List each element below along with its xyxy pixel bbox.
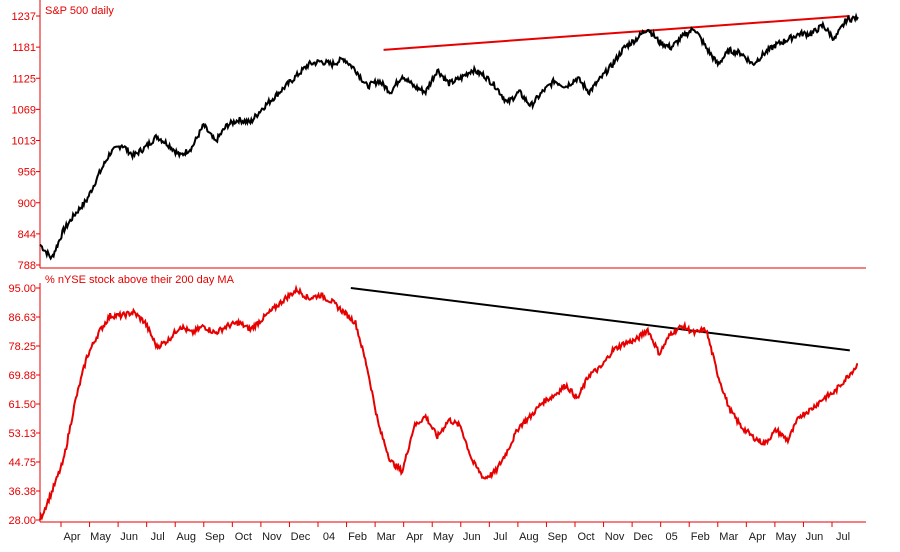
- x-tick-label: Jul: [836, 531, 850, 543]
- breadth-y-tick-label: 61.50: [8, 399, 36, 411]
- x-tick-label: Mar: [377, 531, 396, 543]
- x-tick-label: Oct: [235, 531, 252, 543]
- sp500-y-tick-label: 844: [18, 229, 36, 241]
- x-tick-label: Feb: [691, 531, 710, 543]
- sp500-y-tick-label: 1069: [12, 104, 36, 116]
- breadth-y-axis-ticks: 95.00 86.63 78.25 69.88 61.50 53.13 44.75 36.38…: [8, 283, 40, 527]
- breadth-y-tick-label: 53.13: [8, 428, 36, 440]
- sp500-series-line: [39, 12, 859, 261]
- sp500-y-tick-label: 956: [18, 167, 36, 179]
- x-axis-ticks: Apr May Jun Jul Aug Sep Oct Nov Dec 04 Feb Mar Apr Ma…: [60, 522, 850, 543]
- sp500-y-tick-label: 900: [18, 198, 36, 210]
- x-tick-label: Nov: [262, 531, 282, 543]
- x-tick-label: Jun: [806, 531, 824, 543]
- x-tick-label: Jun: [120, 531, 138, 543]
- x-tick-label: Nov: [605, 531, 625, 543]
- breadth-y-tick-label: 36.38: [8, 486, 36, 498]
- x-tick-label: May: [90, 531, 111, 543]
- breadth-y-tick-label: 86.63: [8, 312, 36, 324]
- x-tick-label: Apr: [63, 531, 80, 543]
- x-tick-label: Apr: [749, 531, 766, 543]
- breadth-y-tick-label: 69.88: [8, 370, 36, 382]
- sp500-y-tick-label: 1013: [12, 136, 36, 148]
- x-tick-label: Feb: [348, 531, 367, 543]
- x-tick-label: 04: [323, 531, 335, 543]
- x-tick-label: Sep: [548, 531, 568, 543]
- x-tick-label: Oct: [577, 531, 594, 543]
- x-tick-label: 05: [666, 531, 678, 543]
- x-tick-label: Jul: [493, 531, 507, 543]
- breadth-y-tick-label: 95.00: [8, 283, 36, 295]
- x-tick-label: Dec: [291, 531, 311, 543]
- sp500-y-tick-label: 1237: [12, 11, 36, 23]
- x-tick-label: Jul: [151, 531, 165, 543]
- sp500-trendline: [383, 15, 850, 51]
- sp500-y-tick-label: 1125: [12, 73, 36, 85]
- breadth-y-tick-label: 44.75: [8, 457, 36, 469]
- x-tick-label: May: [433, 531, 454, 543]
- sp500-y-axis-ticks: 1237 1181 1125 1069 1013 956 900 844 788: [12, 11, 40, 272]
- breadth-y-tick-label: 78.25: [8, 341, 36, 353]
- breadth-trendline: [350, 287, 850, 352]
- breadth-series-line: [39, 284, 858, 521]
- x-tick-label: Dec: [633, 531, 653, 543]
- breadth-y-tick-label: 28.00: [8, 515, 36, 527]
- x-tick-label: Aug: [176, 531, 196, 543]
- x-tick-label: Aug: [519, 531, 539, 543]
- x-tick-label: Mar: [719, 531, 738, 543]
- x-tick-label: Jun: [463, 531, 481, 543]
- x-tick-label: Sep: [205, 531, 225, 543]
- x-tick-label: Apr: [406, 531, 423, 543]
- sp500-y-tick-label: 788: [18, 260, 36, 272]
- sp500-panel-title: S&P 500 daily: [45, 5, 114, 17]
- breadth-panel: % nYSE stock above their 200 day MA 95.0…: [8, 274, 866, 527]
- x-tick-label: May: [775, 531, 796, 543]
- sp500-panel: S&P 500 daily 1237 1181 1125 1069 1013 956 900…: [12, 0, 866, 272]
- sp500-trendline-group: [383, 15, 850, 51]
- breadth-trendline-group: [350, 287, 850, 352]
- breadth-panel-title: % nYSE stock above their 200 day MA: [45, 274, 235, 286]
- sp500-y-tick-label: 1181: [12, 42, 36, 54]
